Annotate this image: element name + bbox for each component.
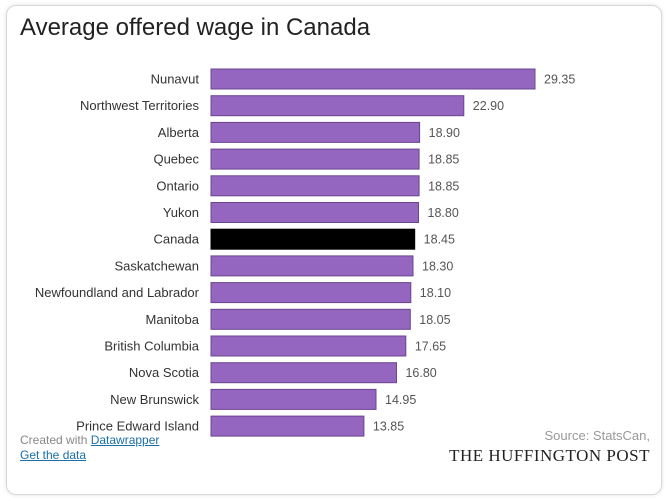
value-label: 29.35 xyxy=(544,73,575,87)
get-the-data-link[interactable]: Get the data xyxy=(20,448,87,462)
created-with-text: Created with xyxy=(20,433,91,447)
bar xyxy=(210,148,420,170)
value-label: 18.05 xyxy=(419,313,450,327)
category-label: Manitoba xyxy=(146,312,200,327)
value-label: 18.90 xyxy=(429,126,460,140)
bar xyxy=(210,175,420,197)
bar xyxy=(210,202,419,223)
category-label: Ontario xyxy=(156,178,199,193)
value-label: 18.80 xyxy=(428,206,459,220)
value-label: 22.90 xyxy=(473,99,504,113)
category-label: Canada xyxy=(153,232,199,247)
value-label: 16.80 xyxy=(405,366,436,380)
bar xyxy=(210,68,536,90)
category-label: Alberta xyxy=(158,125,200,140)
value-label: 14.95 xyxy=(385,393,416,407)
bar xyxy=(210,388,377,410)
value-label: 18.45 xyxy=(424,233,455,247)
credits: Created with Datawrapper Get the data xyxy=(20,433,159,463)
category-label: Nova Scotia xyxy=(129,365,200,380)
value-label: 18.85 xyxy=(428,179,459,193)
category-label: Newfoundland and Labrador xyxy=(35,285,200,300)
value-label: 13.85 xyxy=(373,420,404,434)
category-label: Northwest Territories xyxy=(80,98,199,113)
source-note: Source: StatsCan, xyxy=(544,428,651,443)
value-label: 18.30 xyxy=(422,259,453,273)
bar xyxy=(210,415,365,437)
publisher-logo: THE HUFFINGTON POST xyxy=(449,446,650,465)
bar xyxy=(210,308,411,330)
category-label: Nunavut xyxy=(151,72,200,87)
bar xyxy=(210,95,465,117)
category-label: Yukon xyxy=(163,205,199,220)
value-label: 18.10 xyxy=(420,286,451,300)
category-label: Quebec xyxy=(153,152,199,167)
value-label: 18.85 xyxy=(428,153,459,167)
category-label: Saskatchewan xyxy=(114,258,199,273)
datawrapper-link[interactable]: Datawrapper xyxy=(90,433,160,447)
value-label: 17.65 xyxy=(415,340,446,354)
bar xyxy=(210,121,421,143)
bar xyxy=(210,335,407,357)
bar xyxy=(210,362,397,384)
category-label: New Brunswick xyxy=(110,392,199,407)
bar xyxy=(210,282,412,304)
category-label: Prince Edward Island xyxy=(76,419,199,434)
bar-highlight xyxy=(210,228,416,250)
bar xyxy=(210,255,414,277)
category-label: British Columbia xyxy=(104,339,199,354)
chart-title: Average offered wage in Canada xyxy=(20,14,371,41)
